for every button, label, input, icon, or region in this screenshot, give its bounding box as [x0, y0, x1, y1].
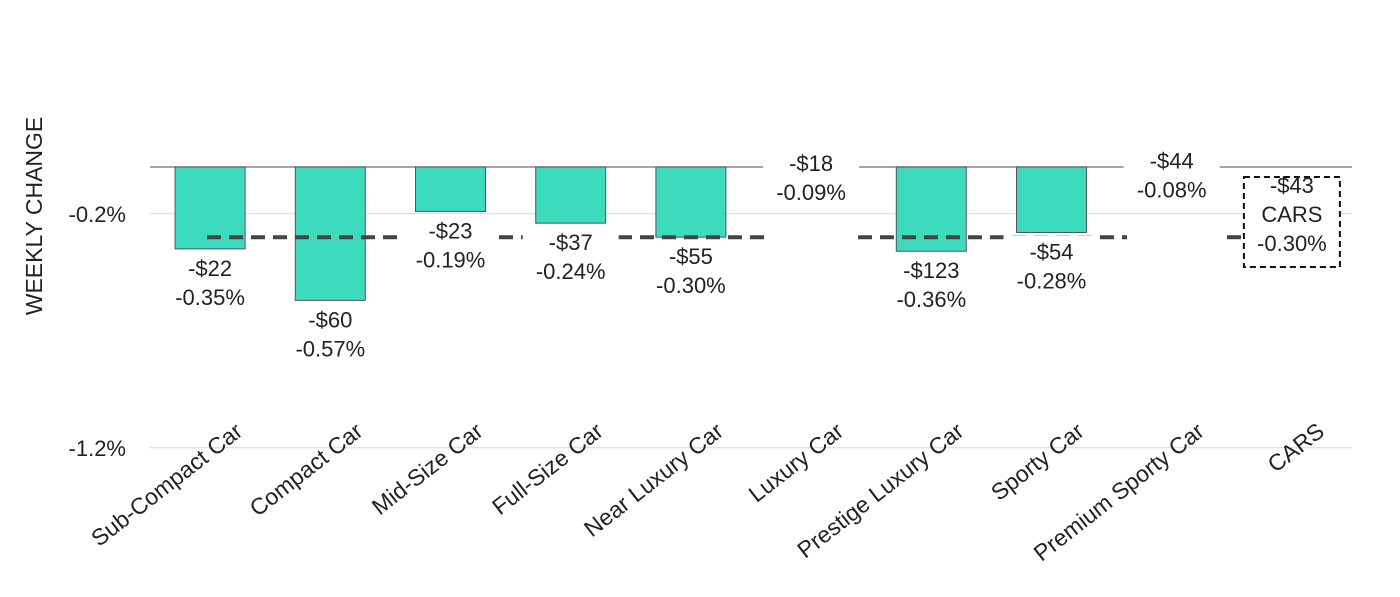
data-label: -0.28% — [1017, 269, 1087, 294]
data-label: -0.19% — [416, 247, 486, 272]
data-label-background — [883, 254, 980, 317]
data-label: -0.09% — [776, 180, 846, 205]
data-label: -$54 — [1029, 240, 1073, 265]
y-axis-label: WEEKLY CHANGE — [21, 117, 47, 316]
data-label-background — [1003, 235, 1100, 298]
bar — [294, 166, 366, 301]
data-label: -$55 — [669, 244, 713, 269]
x-tick-label: Luxury Car — [744, 417, 849, 507]
y-tick-labels: -0.2% -1.2% — [69, 202, 126, 461]
data-label-background — [1123, 144, 1220, 207]
bar — [655, 166, 727, 238]
data-label: -$18 — [789, 151, 833, 176]
bar — [415, 166, 486, 212]
data-label-background — [522, 226, 619, 289]
x-tick-label: Mid-Size Car — [367, 417, 488, 520]
data-label-background — [642, 240, 739, 303]
y-tick-label: -0.2% — [69, 202, 126, 227]
data-label: -0.35% — [175, 285, 245, 310]
data-label: CARS — [1261, 202, 1322, 227]
data-label: -$123 — [903, 258, 959, 283]
data-label: -0.30% — [1257, 231, 1327, 256]
data-labels: -$22 -0.35% -$60 -0.57% -$23 -0.19% -$37 -0.24%… — [162, 144, 1341, 366]
data-label: -$44 — [1150, 149, 1194, 174]
data-label: -$37 — [549, 230, 593, 255]
x-tick-label: Full-Size Car — [487, 417, 608, 520]
data-label: -0.24% — [536, 259, 606, 284]
data-label: -0.57% — [295, 336, 365, 361]
x-tick-label: Compact Car — [245, 417, 368, 521]
data-label: -0.30% — [656, 273, 726, 298]
bar — [1016, 166, 1087, 234]
data-label-background — [763, 147, 860, 210]
x-tick-label: Sporty Car — [986, 417, 1089, 505]
data-label: -$23 — [428, 218, 472, 243]
y-tick-label: -1.2% — [69, 436, 126, 461]
bar — [535, 166, 607, 224]
data-label: -$43 — [1270, 173, 1314, 198]
cars-callout-box — [1242, 176, 1341, 268]
data-label: -$60 — [308, 307, 352, 332]
data-label-background — [402, 214, 499, 277]
data-label: -0.36% — [896, 287, 966, 312]
data-label-background — [282, 303, 379, 366]
data-label: -$22 — [188, 256, 232, 281]
data-label-background — [162, 251, 259, 314]
data-label: -0.08% — [1137, 178, 1207, 203]
